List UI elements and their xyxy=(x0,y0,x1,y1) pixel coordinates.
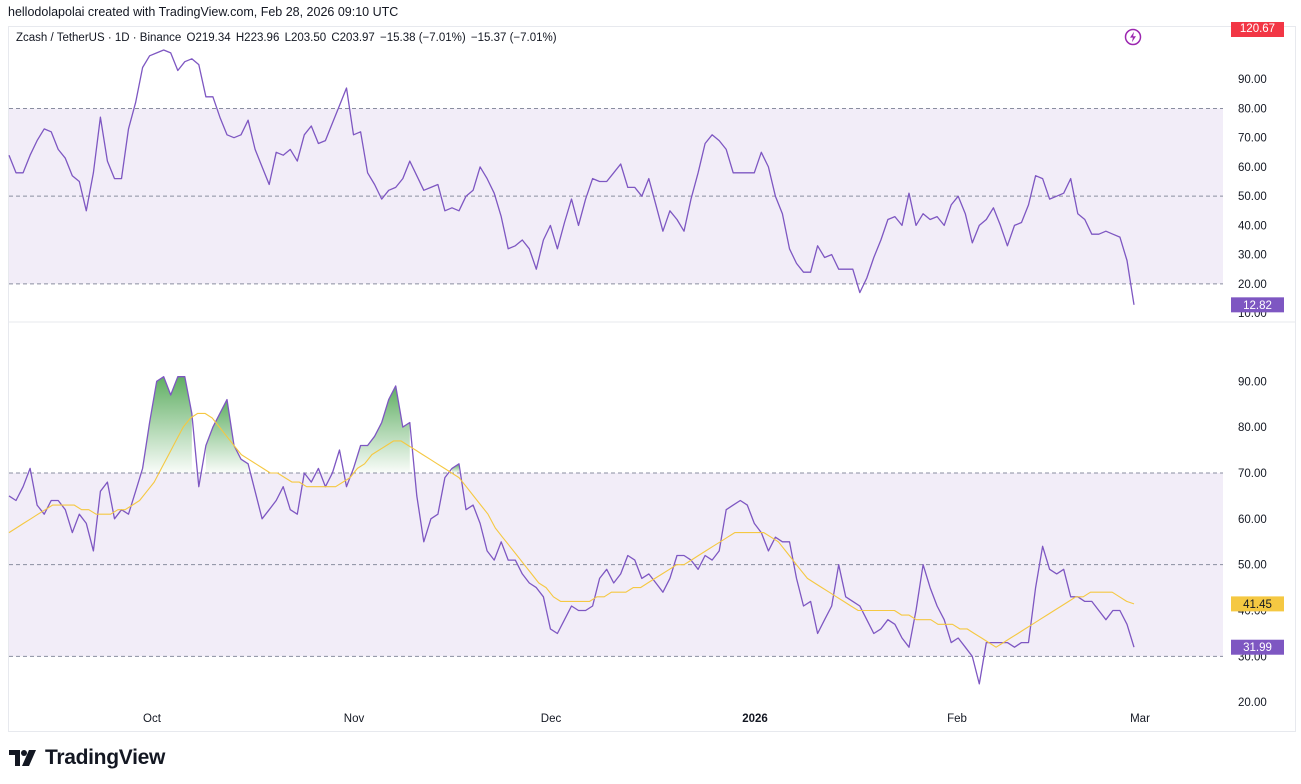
x-tick-label: Dec xyxy=(541,713,562,725)
lower-y-tick-label: 50.00 xyxy=(1238,560,1267,572)
high-value: H223.96 xyxy=(235,32,280,44)
upper-y-tick-label: 30.00 xyxy=(1238,250,1267,262)
tradingview-logo: TradingView xyxy=(9,746,165,770)
tradingview-logo-icon xyxy=(9,750,36,766)
chart-attribution: hellodolapolai created with TradingView.… xyxy=(8,5,399,19)
upper-y-tick-label: 70.00 xyxy=(1238,133,1267,145)
low-value: L203.50 xyxy=(284,32,327,44)
symbol-legend: Zcash / TetherUS · 1D · Binance O219.34 … xyxy=(16,32,559,44)
lightning-icon[interactable] xyxy=(1124,28,1142,46)
lower-y-tick-label: 60.00 xyxy=(1238,514,1267,526)
upper-last-value-label: 12.82 xyxy=(1243,300,1272,312)
tradingview-wordmark: TradingView xyxy=(45,746,166,769)
lower-last-value-label: 31.99 xyxy=(1243,642,1272,654)
upper-y-tick-label: 90.00 xyxy=(1238,74,1267,86)
x-tick-label: Nov xyxy=(344,713,365,725)
open-value: O219.34 xyxy=(186,32,231,44)
x-tick-label: 2026 xyxy=(742,713,768,725)
upper-last-value-tag xyxy=(1231,297,1284,313)
lower-series-line-2 xyxy=(8,412,1135,648)
lower-last-value-label: 41.45 xyxy=(1243,599,1272,611)
symbol-name: Zcash / TetherUS · 1D · Binance xyxy=(16,32,182,44)
upper-series-line-1 xyxy=(8,49,1135,305)
upper-y-tick-label: 80.00 xyxy=(1238,103,1267,115)
lower-overbought-fill xyxy=(451,463,459,473)
change-value-2: −15.37 (−7.01%) xyxy=(470,32,557,44)
lower-y-tick-label: 90.00 xyxy=(1238,376,1267,388)
time-axis: Oct Nov Dec 2026 Feb Mar xyxy=(143,713,1150,725)
x-tick-label: Feb xyxy=(947,713,967,725)
lower-series-line-1 xyxy=(8,376,1135,685)
lower-y-tick-label: 80.00 xyxy=(1238,422,1267,434)
last-price-tag: 120.67 xyxy=(1231,22,1284,37)
lower-overbought-fill xyxy=(353,385,410,473)
x-tick-label: Mar xyxy=(1130,713,1150,725)
upper-oscillator-panel: 10.0020.0030.0040.0050.0060.0070.0080.00… xyxy=(8,49,1296,323)
upper-y-tick-label: 50.00 xyxy=(1238,191,1267,203)
lower-y-tick-label: 70.00 xyxy=(1238,468,1267,480)
upper-y-tick-label: 40.00 xyxy=(1238,220,1267,232)
lower-last-value-tag xyxy=(1231,639,1284,655)
lower-y-tick-label: 20.00 xyxy=(1238,697,1267,709)
lower-overbought-fill xyxy=(142,376,192,473)
lower-last-value-tag xyxy=(1231,596,1284,612)
upper-y-tick-label: 60.00 xyxy=(1238,162,1267,174)
lower-oscillator-panel: 20.0030.0040.0050.0060.0070.0080.0090.00… xyxy=(8,376,1284,709)
close-value: C203.97 xyxy=(331,32,375,44)
change-value: −15.38 (−7.01%) xyxy=(380,32,466,44)
upper-y-tick-label: 20.00 xyxy=(1238,279,1267,291)
x-tick-label: Oct xyxy=(143,713,162,725)
